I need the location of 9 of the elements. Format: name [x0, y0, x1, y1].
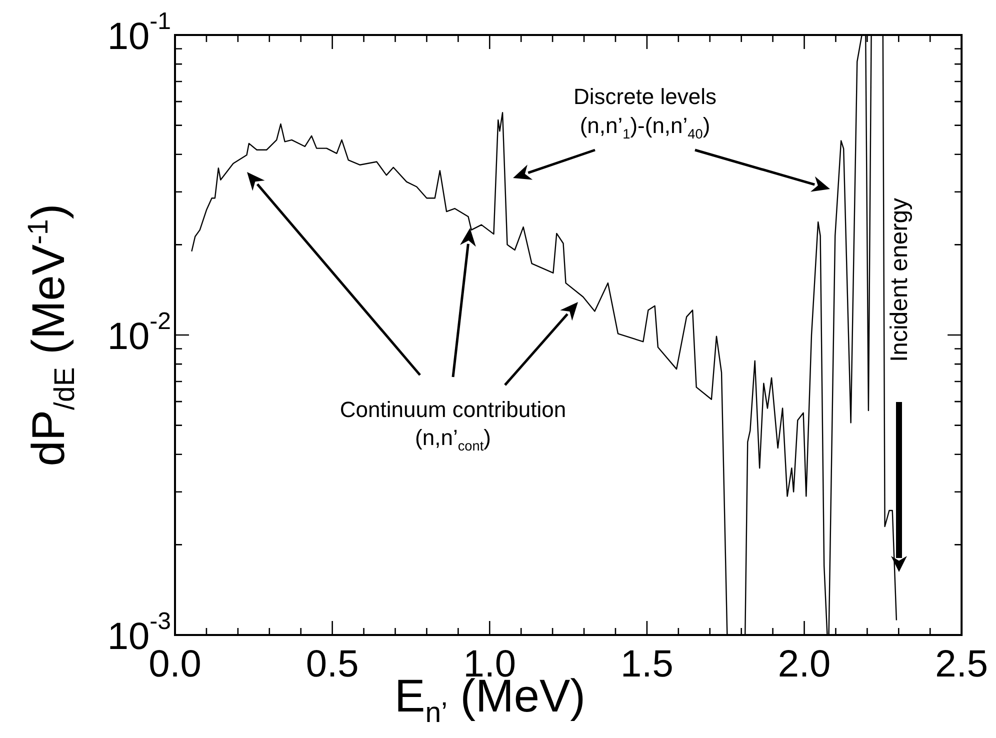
annotation: Discrete levels	[573, 84, 717, 109]
annotation: (n,n’$_{cont}$)	[415, 424, 491, 454]
x-tick-label: 1.5	[620, 643, 674, 686]
x-tick-label: 2.5	[935, 643, 988, 686]
annotation: Incident energy	[886, 198, 913, 362]
x-tick-label: 0.5	[306, 643, 359, 686]
annotation: Continuum contribution	[340, 397, 566, 422]
annotation: (n,n’$_{1}$)-(n,n’$_{40}$)	[580, 112, 710, 142]
x-tick-label: 2.0	[778, 643, 831, 686]
